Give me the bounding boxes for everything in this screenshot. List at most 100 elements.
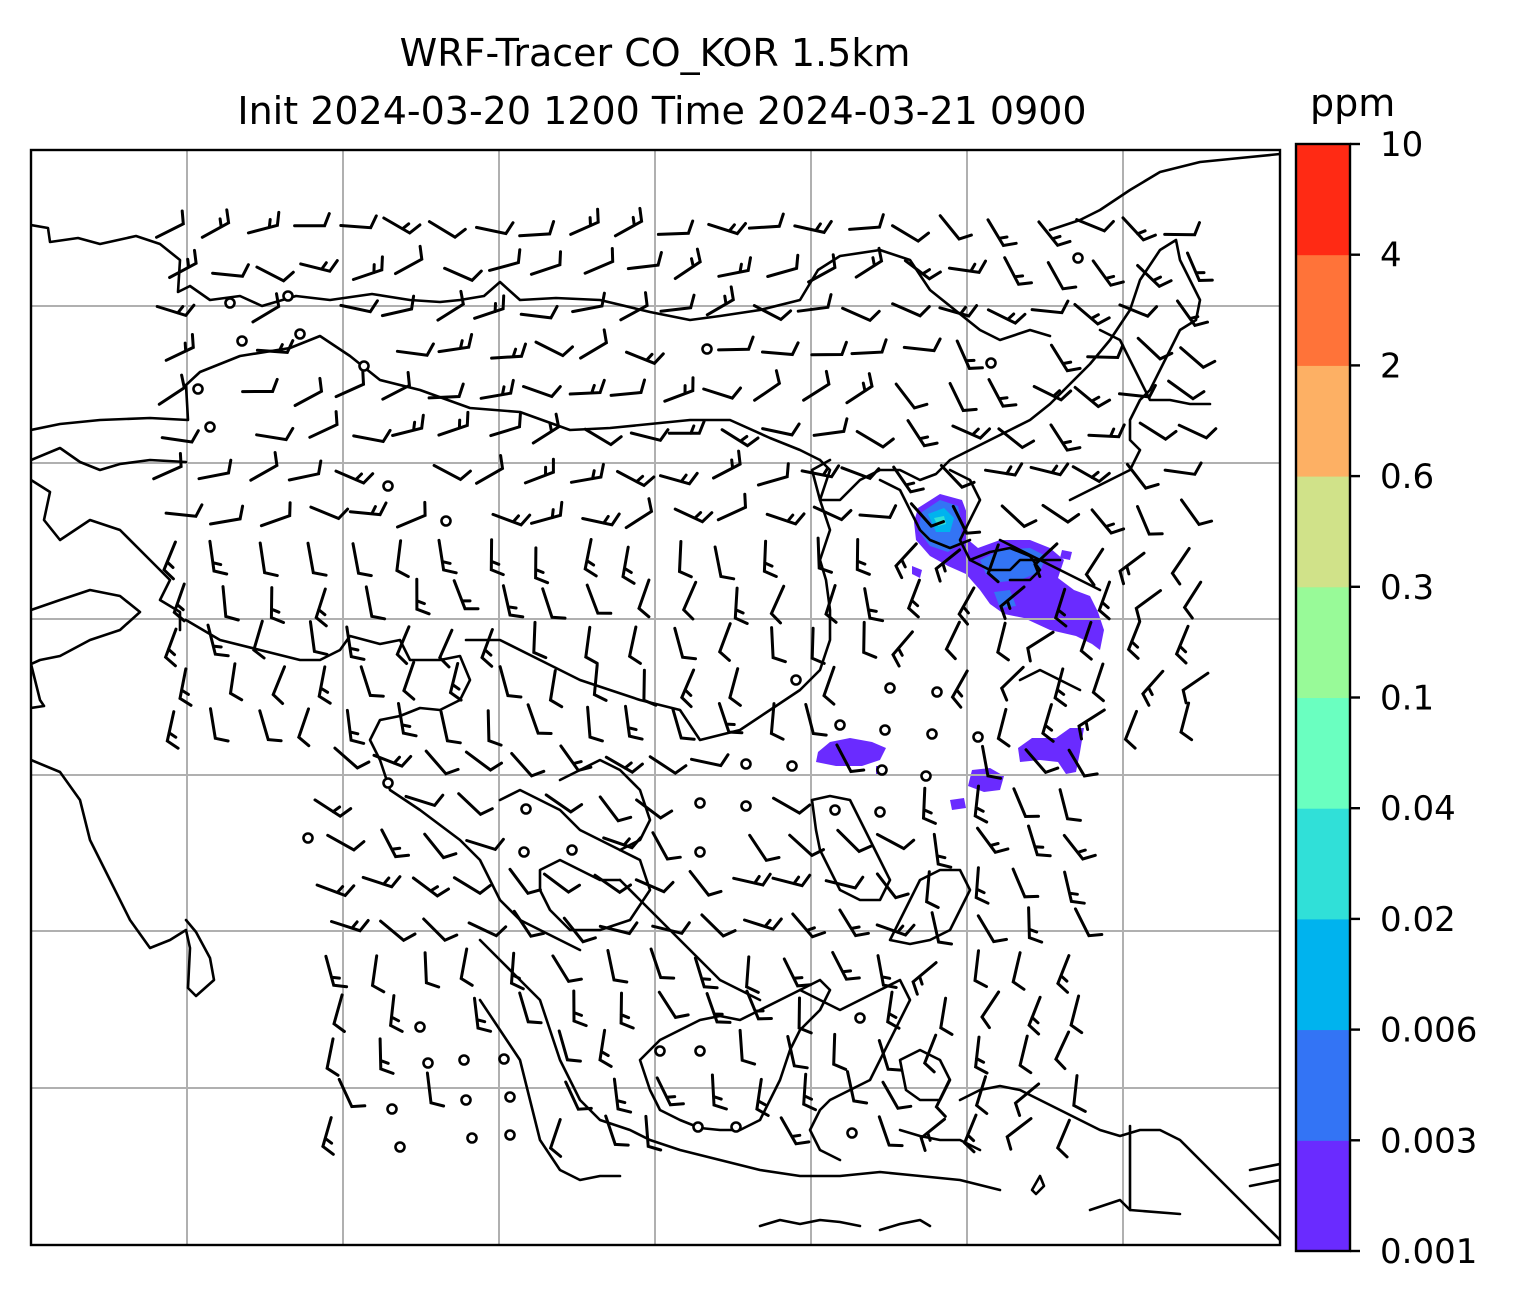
wind-barb [333, 746, 371, 770]
calm-wind-marker [972, 731, 984, 743]
calm-wind-marker [440, 515, 452, 527]
wind-barb [690, 753, 730, 768]
wind-barb [423, 951, 441, 989]
wind-barb [973, 784, 989, 824]
colorbar-cell [1296, 254, 1350, 366]
wind-barb [1073, 385, 1112, 409]
colorbar-cell [1296, 476, 1350, 588]
wind-barb [831, 951, 861, 981]
wind-barb [693, 956, 719, 990]
calm-wind-marker [224, 297, 236, 309]
wind-barb [351, 542, 373, 578]
wind-barb [526, 703, 553, 735]
wind-barb [934, 1078, 952, 1118]
wind-barb [1071, 465, 1111, 484]
wind-barb [881, 1080, 913, 1110]
wind-barb [848, 213, 885, 231]
calm-wind-marker [302, 832, 314, 844]
wind-barb [651, 831, 682, 861]
wind-barb [802, 1072, 817, 1112]
wind-barb [877, 1039, 903, 1072]
wind-barb [717, 622, 732, 662]
wind-barb [1141, 669, 1165, 707]
wind-barb [634, 878, 675, 894]
calm-wind-marker [414, 1021, 426, 1033]
wind-barb [1087, 423, 1126, 439]
wind-barb [745, 989, 773, 1021]
wind-barb [716, 492, 748, 522]
wind-barb [766, 253, 800, 278]
calm-wind-marker [466, 1132, 478, 1144]
wind-barb [911, 961, 938, 996]
wind-barbs [152, 206, 1218, 1159]
wind-barb [534, 546, 550, 585]
wind-barb [1011, 951, 1026, 991]
wind-barb [752, 304, 793, 322]
wind-barb [345, 625, 366, 661]
wind-barb [909, 502, 945, 528]
wind-barb [211, 263, 250, 278]
wind-barb [939, 996, 954, 1036]
wind-barb [858, 504, 898, 519]
wind-barb [152, 452, 183, 481]
wind-barb [251, 292, 281, 324]
wind-barb [720, 428, 760, 448]
wind-barb [840, 466, 881, 481]
wind-barb [875, 923, 916, 937]
wind-barb [1053, 667, 1068, 707]
wind-barb [352, 428, 392, 444]
wind-barb [364, 585, 387, 621]
wind-barb [452, 876, 492, 896]
wind-barb [717, 702, 744, 735]
wind-barb [677, 540, 693, 579]
wind-barb [569, 207, 600, 236]
wind-barb [705, 992, 732, 1024]
wind-barb [938, 214, 973, 241]
wind-barb [258, 541, 279, 578]
wind-barb [309, 505, 350, 521]
wind-barb [163, 627, 178, 668]
colorbar-tick-label: 0.6 [1380, 457, 1434, 497]
wind-barb [523, 457, 555, 485]
wind-barb [314, 587, 328, 628]
wind-barb [221, 585, 240, 622]
wind-barb [299, 259, 339, 273]
wind-barb [793, 220, 833, 235]
calm-wind-marker [504, 1129, 516, 1141]
wind-barb [1134, 589, 1162, 623]
wind-barb [717, 335, 755, 352]
colorbar-tick-label: 10 [1380, 125, 1423, 165]
wind-barb [491, 512, 532, 527]
wind-barb [397, 702, 418, 738]
wind-barb [568, 378, 606, 396]
wind-barb [822, 665, 836, 706]
colorbar-tick-label: 0.3 [1380, 568, 1434, 608]
wind-barb [680, 668, 696, 709]
wind-barb [317, 665, 332, 705]
wind-barb [891, 630, 914, 668]
wind-barb [394, 244, 424, 276]
wind-barb [875, 832, 916, 851]
wind-barb [1049, 423, 1082, 452]
wind-barb [886, 990, 901, 1030]
wind-barb [315, 883, 356, 898]
calm-wind-marker [204, 421, 216, 433]
wind-barb [206, 623, 230, 658]
wind-barb [1123, 709, 1138, 750]
wind-barb [812, 417, 849, 437]
wind-barb [753, 369, 782, 402]
wind-barb [321, 1116, 335, 1156]
wind-barb [293, 376, 324, 407]
wind-barb [381, 371, 411, 401]
calm-wind-marker [654, 1045, 666, 1057]
wind-barb [1121, 216, 1157, 242]
wind-barb [980, 990, 1001, 1030]
wind-barb [1062, 833, 1097, 861]
wind-barb [361, 875, 402, 889]
wind-barb [609, 378, 646, 397]
wind-barb [395, 342, 435, 357]
wind-barb [986, 543, 1000, 584]
colorbar-tick-label: 2 [1380, 346, 1402, 386]
wind-barb [673, 626, 697, 661]
wind-barb [648, 755, 688, 776]
